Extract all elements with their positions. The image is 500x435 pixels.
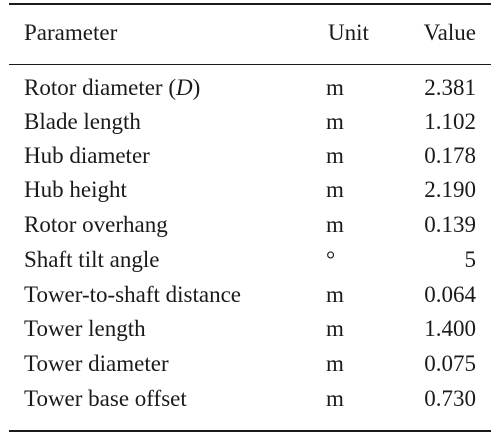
table-row-tower-diameter: Tower diameter m 0.075 xyxy=(0,347,500,381)
row-parameter-label: Tower base offset xyxy=(24,386,187,411)
row-value: 5 xyxy=(464,247,477,272)
table-bottom-rule xyxy=(9,430,491,432)
rotor-diameter-symbol: D xyxy=(176,75,193,100)
row-unit: m xyxy=(326,386,344,411)
row-unit: m xyxy=(326,75,344,100)
row-parameter-label: Rotor diameter (D) xyxy=(24,71,200,105)
header-unit: Unit xyxy=(328,20,369,45)
row-value: 1.400 xyxy=(424,316,476,341)
table-row-hub-height: Hub height m 2.190 xyxy=(0,173,500,207)
row-parameter-label: Tower length xyxy=(24,316,146,341)
row-value: 1.102 xyxy=(424,109,476,134)
row-unit: ° xyxy=(326,247,336,272)
table-row-rotor-diameter: Rotor diameter (D) m 2.381 xyxy=(0,71,500,105)
row-value: 0.178 xyxy=(424,143,476,168)
row-value: 2.190 xyxy=(424,177,476,202)
row-parameter-label: Rotor overhang xyxy=(24,212,168,237)
table-top-rule xyxy=(9,3,491,5)
row-parameter-label: Tower diameter xyxy=(24,351,169,376)
row-value: 0.075 xyxy=(424,351,476,376)
row-parameter-suffix: ) xyxy=(192,75,201,100)
row-parameter-label: Blade length xyxy=(24,109,141,134)
row-value: 0.139 xyxy=(424,212,476,237)
row-value: 0.730 xyxy=(424,386,476,411)
table-row-tower-length: Tower length m 1.400 xyxy=(0,312,500,346)
row-unit: m xyxy=(326,351,344,376)
row-unit: m xyxy=(326,177,344,202)
row-unit: m xyxy=(326,212,344,237)
table-row-hub-diameter: Hub diameter m 0.178 xyxy=(0,139,500,173)
table-row-blade-length: Blade length m 1.102 xyxy=(0,105,500,139)
table-header-rule xyxy=(9,64,491,65)
table-row-shaft-tilt-angle: Shaft tilt angle ° 5 xyxy=(0,243,500,277)
row-parameter-label: Hub height xyxy=(24,177,127,202)
row-parameter-label: Tower-to-shaft distance xyxy=(24,282,241,307)
row-parameter-label: Hub diameter xyxy=(24,143,150,168)
row-value: 2.381 xyxy=(424,75,476,100)
header-parameter: Parameter xyxy=(24,20,118,45)
header-value: Value xyxy=(423,20,476,45)
row-unit: m xyxy=(326,143,344,168)
row-parameter-text: Rotor diameter ( xyxy=(24,75,177,100)
table-row-tower-to-shaft-distance: Tower-to-shaft distance m 0.064 xyxy=(0,278,500,312)
row-unit: m xyxy=(326,316,344,341)
table-row-rotor-overhang: Rotor overhang m 0.139 xyxy=(0,208,500,242)
table-row-tower-base-offset: Tower base offset m 0.730 xyxy=(0,382,500,416)
row-parameter-label: Shaft tilt angle xyxy=(24,247,160,272)
table-header-row: Parameter Unit Value xyxy=(0,16,500,50)
row-unit: m xyxy=(326,282,344,307)
row-value: 0.064 xyxy=(424,282,476,307)
row-unit: m xyxy=(326,109,344,134)
